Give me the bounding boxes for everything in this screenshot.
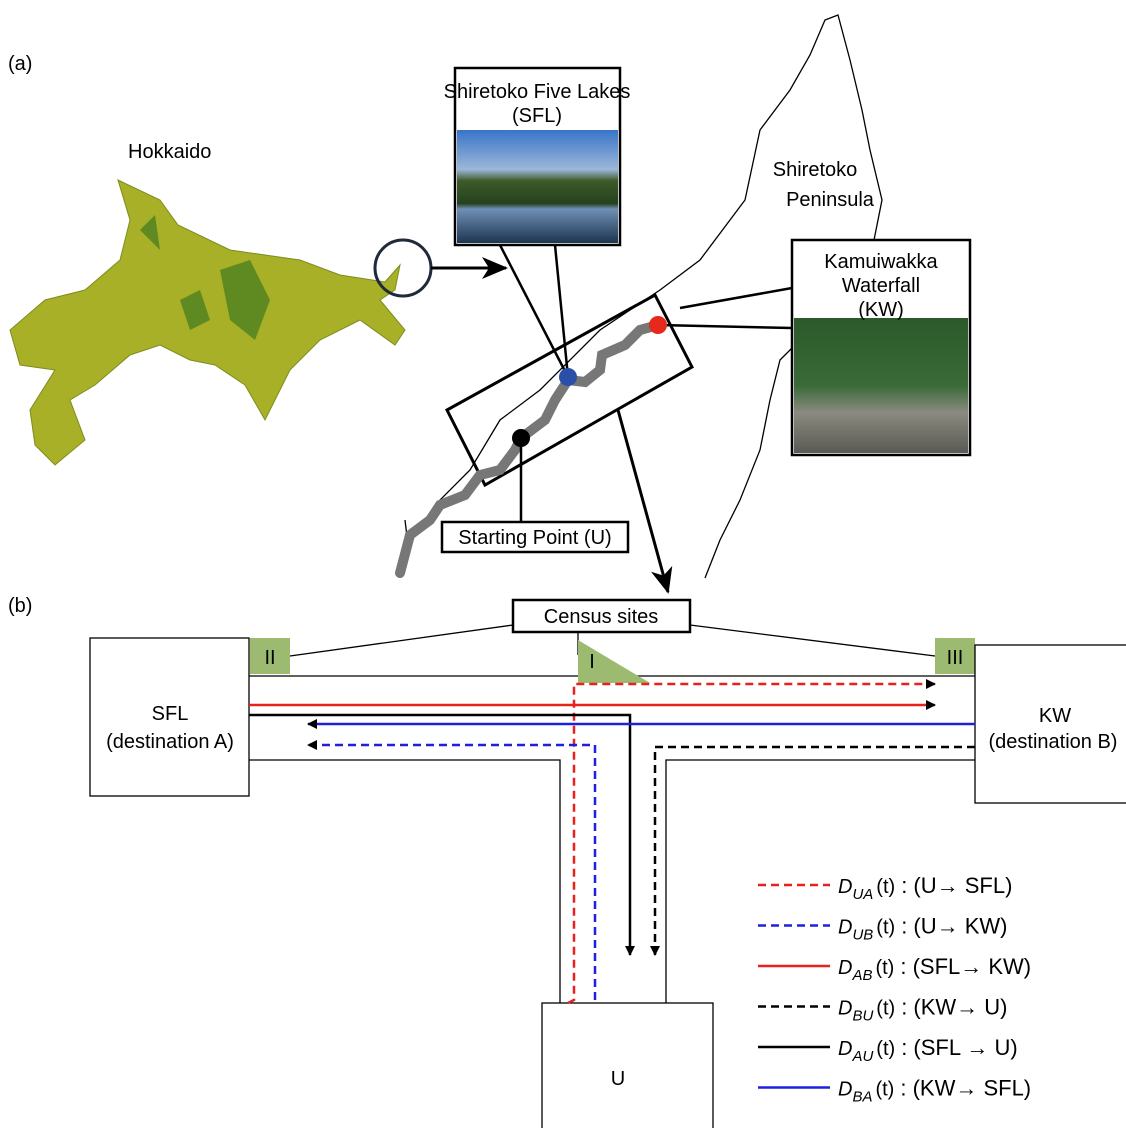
box-text: (KW): [858, 299, 904, 321]
legend-part: AB: [851, 967, 872, 984]
legend-part: (t): [876, 998, 895, 1020]
legend-part: : (U→ KW): [901, 914, 1007, 939]
map-label: Peninsula: [786, 189, 875, 211]
site-label: I: [589, 651, 595, 673]
legend: DUA(t): (U→ SFL)DUB(t): (U→ KW)DAB(t): (…: [758, 873, 1031, 1106]
site-dot: [559, 368, 577, 386]
legend-part: D: [838, 998, 852, 1020]
panel-label: (a): [8, 53, 32, 75]
legend-part: : (U→ SFL): [901, 873, 1012, 898]
map-label: Shiretoko: [773, 159, 858, 181]
legend-part: (t): [876, 1038, 895, 1060]
sfl-photo: [457, 130, 618, 243]
site-label: II: [264, 647, 275, 669]
legend-part: D: [838, 876, 852, 898]
hokkaido-map: [10, 180, 405, 465]
legend-label: DUB(t) : (U→ KW): [838, 914, 1008, 944]
flows: [249, 684, 975, 1003]
node-name: KW: [1039, 705, 1071, 727]
legend-part: (t): [876, 876, 895, 898]
panel-label: (b): [8, 595, 32, 617]
arrow: [618, 410, 668, 592]
box-text: Kamuiwakka: [824, 251, 938, 273]
legend-part: D: [838, 1038, 852, 1060]
legend-part: AU: [851, 1048, 873, 1065]
u-node: [542, 1003, 713, 1128]
box-text: Census sites: [544, 606, 659, 628]
zoom-circle: [375, 240, 431, 296]
box-text: (SFL): [512, 105, 562, 127]
map-label: Hokkaido: [128, 141, 211, 163]
legend-part: D: [838, 957, 852, 979]
node-sub: (destination B): [989, 731, 1118, 753]
legend-part: UB: [852, 927, 873, 944]
legend-part: : (SFL → U): [901, 1035, 1018, 1060]
kw-photo: [794, 318, 968, 453]
box-text: Starting Point (U): [458, 527, 611, 549]
legend-part: : (KW→ U): [901, 995, 1007, 1020]
legend-part: : (SFL→ KW): [900, 954, 1031, 979]
figure: (a) Hokkaido Shiretoko Five Lakes (SFL) …: [0, 0, 1126, 1128]
box-text: Waterfall: [842, 275, 920, 297]
legend-part: BU: [852, 1008, 873, 1025]
legend-part: (t): [875, 1079, 894, 1101]
legend-part: : (KW→ SFL): [900, 1076, 1031, 1101]
legend-part: (t): [875, 957, 894, 979]
legend-part: D: [838, 917, 852, 939]
legend-label: DBA(t) : (KW→ SFL): [838, 1076, 1031, 1106]
legend-label: DBU(t) : (KW→ U): [838, 995, 1008, 1025]
leader: [680, 288, 792, 308]
node-name: U: [611, 1068, 625, 1090]
legend-part: D: [838, 1079, 852, 1101]
site-label: III: [947, 647, 964, 669]
node-name: SFL: [152, 703, 189, 725]
legend-part: UA: [852, 886, 873, 903]
legend-part: BA: [852, 1089, 872, 1106]
legend-label: DAU(t) : (SFL → U): [838, 1035, 1018, 1065]
site-dot: [649, 316, 667, 334]
legend-label: DUA(t) : (U→ SFL): [838, 873, 1012, 903]
leader: [658, 325, 792, 328]
legend-label: DAB(t) : (SFL→ KW): [838, 954, 1031, 984]
node-sub: (destination A): [106, 731, 234, 753]
box-text: Shiretoko Five Lakes: [444, 81, 631, 103]
site-dot: [512, 429, 530, 447]
legend-part: (t): [876, 917, 895, 939]
